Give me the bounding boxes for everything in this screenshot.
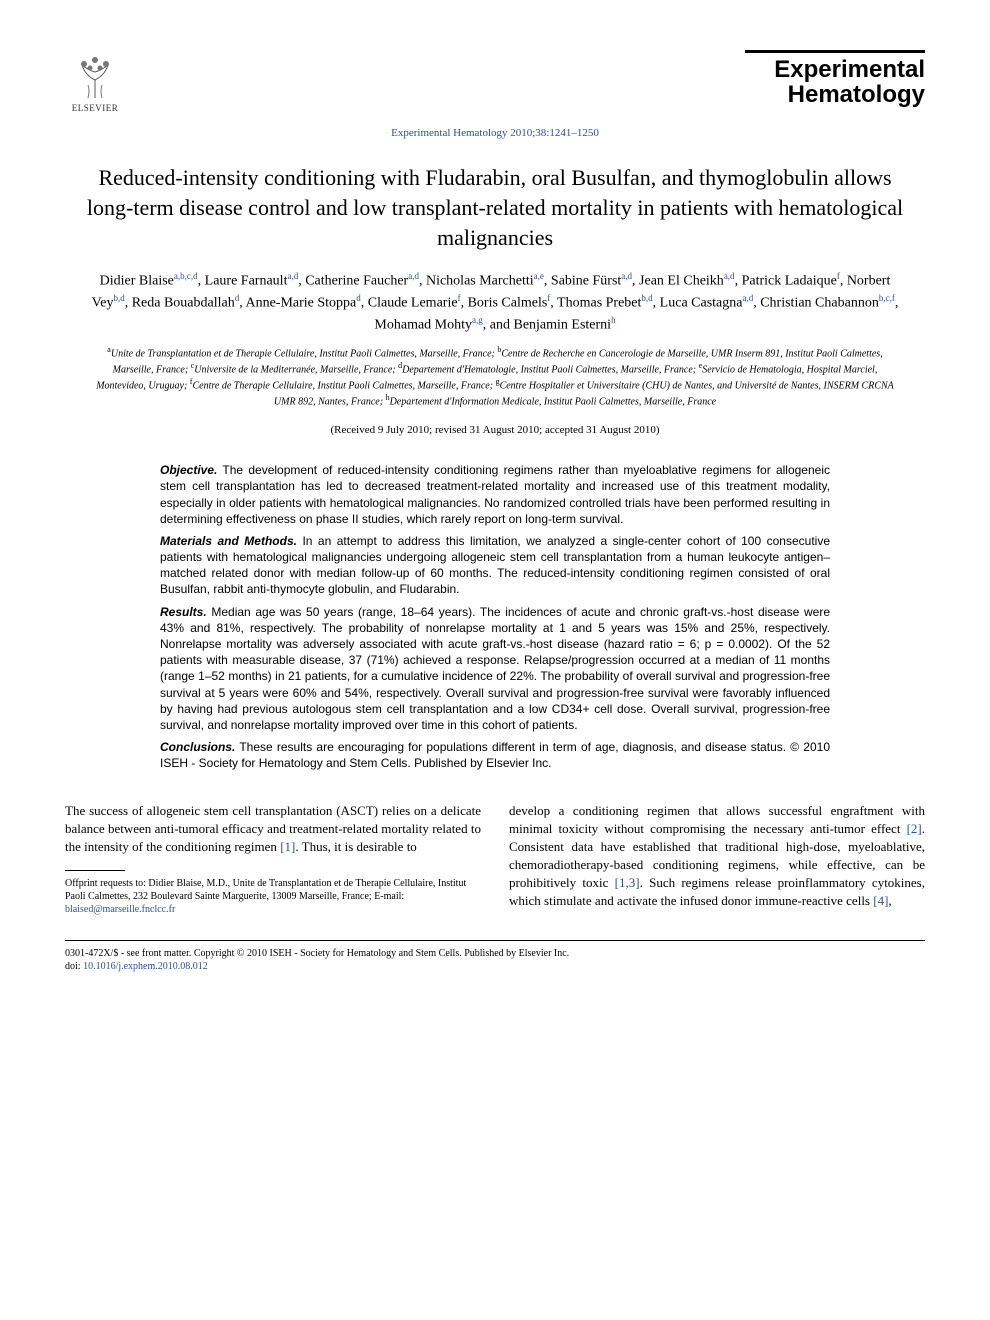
abstract-label: Conclusions. [160,740,235,754]
copyright-block: 0301-472X/$ - see front matter. Copyrigh… [65,947,925,973]
abstract-label: Objective. [160,463,217,477]
abstract-results: Results. Median age was 50 years (range,… [160,604,830,734]
abstract-text: Median age was 50 years (range, 18–64 ye… [160,605,830,732]
abstract: Objective. The development of reduced-in… [160,462,830,771]
journal-name-line2: Hematology [745,82,925,107]
copyright-separator [65,940,925,941]
abstract-conclusions: Conclusions. These results are encouragi… [160,739,830,771]
article-title: Reduced-intensity conditioning with Flud… [85,163,905,252]
abstract-label: Materials and Methods. [160,534,297,548]
body-column-left: The success of allogeneic stem cell tran… [65,802,481,917]
copyright-line: 0301-472X/$ - see front matter. Copyrigh… [65,947,925,960]
footnote-separator [65,870,125,871]
abstract-label: Results. [160,605,207,619]
abstract-methods: Materials and Methods. In an attempt to … [160,533,830,598]
doi-line: doi: 10.1016/j.exphem.2010.08.012 [65,960,925,973]
body-paragraph: develop a conditioning regimen that allo… [509,802,925,911]
abstract-text: These results are encouraging for popula… [160,740,830,770]
elsevier-tree-icon [70,50,120,100]
affiliations: aUnite de Transplantation et de Therapie… [95,345,895,408]
header-row: ELSEVIER Experimental Hematology [65,50,925,118]
journal-logo: Experimental Hematology [745,50,925,107]
offprint-footnote: Offprint requests to: Didier Blaise, M.D… [65,877,481,916]
publisher-name: ELSEVIER [72,102,119,115]
author-list: Didier Blaisea,b,c,d, Laure Farnaulta,d,… [85,270,905,335]
article-dates: (Received 9 July 2010; revised 31 August… [65,423,925,438]
journal-name-line1: Experimental [745,57,925,82]
body-columns: The success of allogeneic stem cell tran… [65,802,925,917]
journal-reference: Experimental Hematology 2010;38:1241–125… [65,126,925,141]
doi-value[interactable]: 10.1016/j.exphem.2010.08.012 [83,961,208,972]
body-column-right: develop a conditioning regimen that allo… [509,802,925,917]
abstract-objective: Objective. The development of reduced-in… [160,462,830,527]
body-paragraph: The success of allogeneic stem cell tran… [65,802,481,857]
publisher-logo: ELSEVIER [65,50,125,118]
abstract-text: The development of reduced-intensity con… [160,463,830,526]
doi-label: doi: [65,961,83,972]
